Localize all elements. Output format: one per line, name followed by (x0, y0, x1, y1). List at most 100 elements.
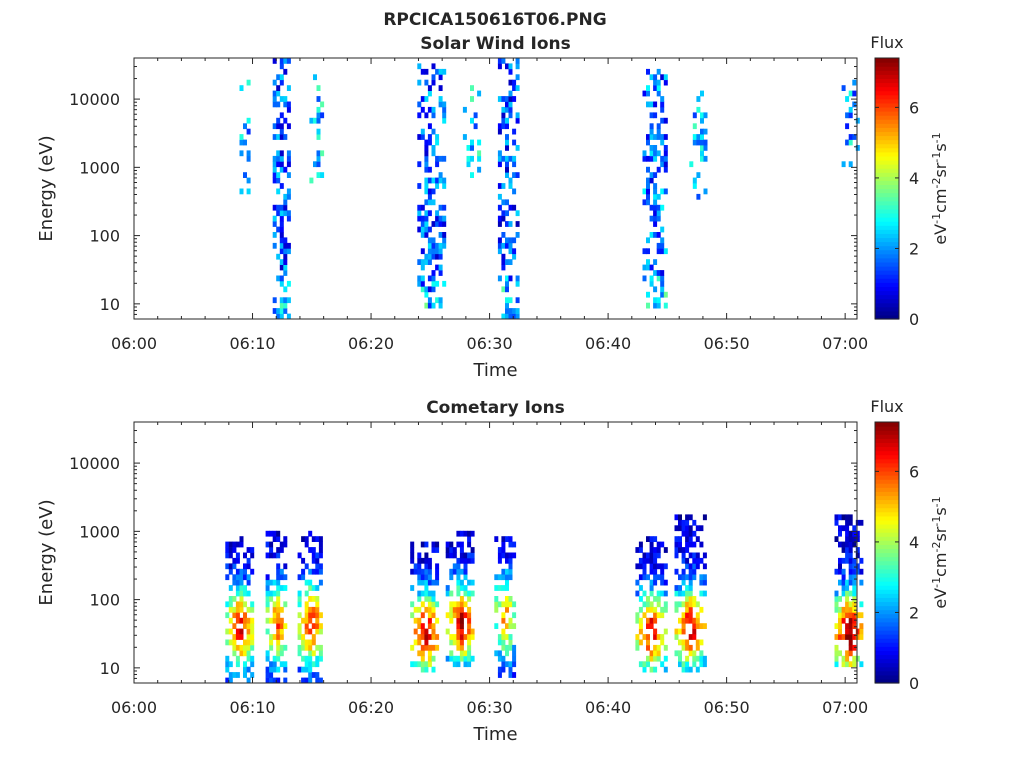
heatmap-cell (283, 58, 288, 64)
heatmap-cell (424, 606, 429, 613)
heatmap-cell (660, 155, 665, 162)
heatmap-cell (269, 530, 274, 537)
heatmap-cell (497, 237, 502, 244)
heatmap-cell (463, 634, 468, 640)
heatmap-cell (646, 193, 650, 200)
heatmap-cell (681, 666, 686, 673)
heatmap-cell (265, 585, 270, 591)
heatmap-cell (318, 644, 323, 651)
heatmap-cell (304, 677, 309, 684)
heatmap-cell (692, 183, 697, 189)
heatmap-cell (642, 568, 647, 575)
heatmap-cell (276, 536, 281, 542)
heatmap-cell (246, 155, 251, 162)
colorbar-segment (875, 576, 899, 582)
heatmap-cell (459, 552, 464, 559)
colorbar-segment (875, 78, 899, 84)
heatmap-cell (642, 155, 647, 162)
heatmap-cell (272, 134, 277, 140)
heatmap-cell (692, 557, 697, 564)
heatmap-cell (852, 590, 857, 597)
heatmap-cell (456, 563, 461, 570)
heatmap-cell (311, 612, 316, 619)
heatmap-cell (674, 628, 679, 635)
heatmap-cell (315, 655, 320, 662)
heatmap-cell (467, 530, 472, 537)
heatmap-cell (702, 552, 707, 559)
heatmap-cell (505, 574, 509, 581)
heatmap-cell (272, 536, 277, 542)
heatmap-cell (656, 68, 661, 75)
heatmap-cell (505, 644, 509, 651)
colorbar-segment (875, 438, 899, 443)
heatmap-cell (427, 655, 432, 662)
heatmap-cell (438, 242, 443, 249)
heatmap-cell (470, 552, 475, 559)
heatmap-cell (420, 204, 425, 211)
heatmap-cell (413, 617, 418, 624)
heatmap-cell (467, 650, 472, 657)
colorbar-segment (875, 642, 899, 647)
heatmap-cell (702, 574, 707, 581)
heatmap-cell (467, 623, 472, 629)
heatmap-cell (424, 96, 429, 102)
heatmap-cell (279, 302, 284, 309)
heatmap-cell (642, 574, 647, 581)
heatmap-cell (228, 585, 233, 591)
heatmap-cell (250, 628, 255, 635)
heatmap-cell (695, 557, 700, 564)
heatmap-cell (508, 155, 513, 162)
heatmap-cell (279, 74, 284, 81)
heatmap-cell (681, 547, 686, 553)
heatmap-cell (279, 237, 284, 244)
heatmap-cell (497, 634, 502, 640)
heatmap-cell (515, 308, 520, 314)
heatmap-cell (286, 210, 291, 217)
heatmap-cell (656, 134, 661, 140)
heatmap-cell (279, 128, 284, 135)
heatmap-cell (431, 63, 436, 70)
heatmap-cell (685, 519, 690, 526)
heatmap-cell (279, 628, 284, 635)
unit-base: cm (931, 189, 950, 213)
heatmap-cell (653, 221, 658, 227)
heatmap-cell (276, 313, 281, 320)
heatmap-cell (431, 655, 436, 662)
heatmap-cell (700, 155, 704, 162)
heatmap-cell (663, 666, 668, 673)
colorbar-segment (875, 466, 899, 472)
heatmap-cell (467, 617, 472, 624)
heatmap-cell (494, 596, 499, 602)
heatmap-cell (505, 117, 509, 124)
heatmap-cell (269, 666, 274, 673)
heatmap-cell (250, 623, 255, 629)
heatmap-cell (638, 628, 643, 635)
heatmap-cell (501, 112, 506, 119)
heatmap-cell (442, 106, 447, 113)
heatmap-cell (435, 161, 440, 168)
heatmap-cell (497, 161, 502, 168)
heatmap-cell (459, 547, 464, 553)
heatmap-cell (841, 634, 846, 640)
heatmap-cell (311, 639, 316, 646)
heatmap-cell (297, 601, 302, 608)
heatmap-cell (834, 519, 839, 526)
heatmap-cell (649, 264, 654, 271)
heatmap-cell (452, 639, 457, 646)
heatmap-cell (642, 264, 647, 271)
heatmap-cell (424, 155, 429, 162)
heatmap-cell (308, 672, 313, 678)
heatmap-cell (413, 568, 418, 575)
heatmap-cell (653, 232, 658, 238)
heatmap-cell (646, 557, 650, 564)
colorbar-segment (875, 674, 899, 680)
heatmap-cell (501, 286, 506, 293)
heatmap-cell (660, 291, 665, 298)
heatmap-cell (660, 96, 665, 102)
heatmap-cell (494, 536, 499, 542)
heatmap-cell (848, 139, 853, 146)
heatmap-cell (452, 552, 457, 559)
heatmap-cell (417, 112, 422, 119)
heatmap-cell (848, 639, 853, 646)
heatmap-cell (276, 90, 281, 97)
